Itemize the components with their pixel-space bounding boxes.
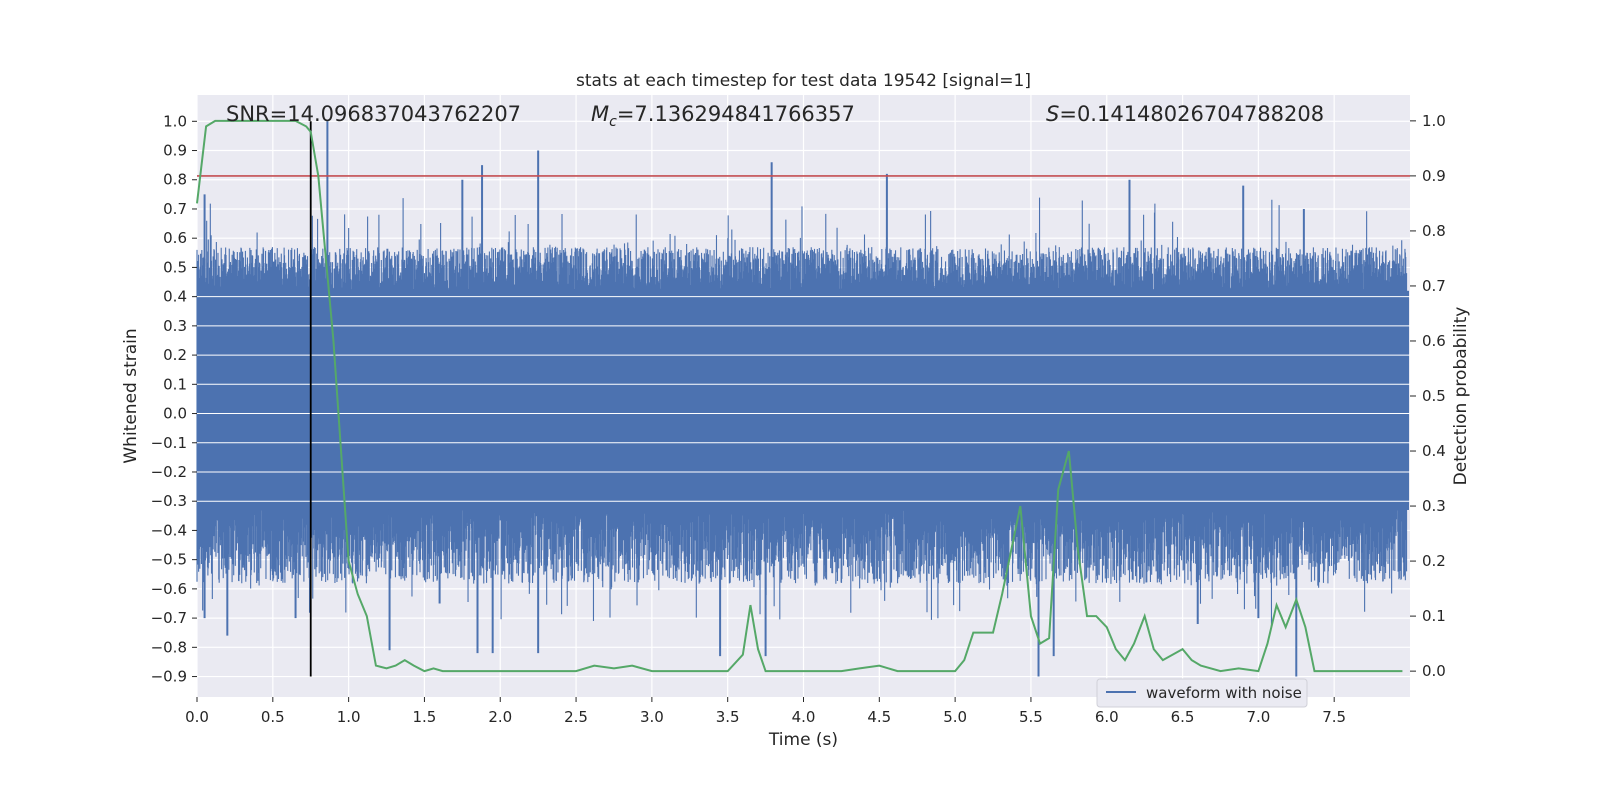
y-right-tick-label: 0.4 xyxy=(1422,442,1446,460)
y-right-tick-label: 0.8 xyxy=(1422,222,1446,240)
y-right-tick-label: 0.0 xyxy=(1422,662,1446,680)
y-left-tick-label: 0.9 xyxy=(163,142,187,160)
y-left-tick-label: 0.6 xyxy=(163,229,187,247)
x-tick-label: 7.5 xyxy=(1322,708,1346,726)
y-left-tick-label: 0.1 xyxy=(163,375,187,393)
x-tick-label: 3.5 xyxy=(716,708,740,726)
legend: waveform with noise xyxy=(1096,678,1308,708)
y-left-tick-label: 0.8 xyxy=(163,171,187,189)
x-tick-label: 0.5 xyxy=(261,708,285,726)
x-tick-label: 0.0 xyxy=(185,708,209,726)
waveform-series xyxy=(196,121,1410,677)
overlay-lines xyxy=(196,119,1410,677)
y-left-tick-label: −0.8 xyxy=(151,638,187,656)
y-left-tick-label: 1.0 xyxy=(163,112,187,130)
y-left-tick-label: −0.2 xyxy=(151,463,187,481)
y-right-tick-label: 0.5 xyxy=(1422,387,1446,405)
y-left-tick-label: −0.7 xyxy=(151,609,187,627)
y-left-tick-label: 0.5 xyxy=(163,258,187,276)
waveform-core xyxy=(197,290,1409,510)
y-left-tick-label: −0.4 xyxy=(151,521,187,539)
y-left-axis-label: Whitened strain xyxy=(121,328,141,463)
legend-box xyxy=(1096,678,1308,708)
axes: 0.0 0.5 1.0 1.5 2.0 2.5 3.0 3.5 4.0 4.5 5.0 5.5 6.0 6… xyxy=(151,112,1446,726)
annotation-3: S=0.14148026704788208 xyxy=(1046,102,1324,126)
y-left-tick-label: −0.1 xyxy=(151,434,187,452)
y-left-tick-label: 0.7 xyxy=(163,200,187,218)
x-tick-label: 2.0 xyxy=(488,708,512,726)
x-tick-label: 6.0 xyxy=(1095,708,1119,726)
probability-line xyxy=(196,119,1403,673)
y-right-tick-label: 0.6 xyxy=(1422,332,1446,350)
x-tick-label: 3.0 xyxy=(640,708,664,726)
chart-title: stats at each timestep for test data 195… xyxy=(576,71,1031,91)
y-left-tick-label: 0.2 xyxy=(163,346,187,364)
y-right-tick-label: 0.9 xyxy=(1422,167,1446,185)
x-tick-label: 5.5 xyxy=(1019,708,1043,726)
y-left-tick-label: −0.6 xyxy=(151,580,187,598)
y-left-tick-label: −0.5 xyxy=(151,551,187,569)
x-tick-label: 7.0 xyxy=(1246,708,1270,726)
x-axis-label: Time (s) xyxy=(768,730,838,750)
x-tick-label: 1.5 xyxy=(413,708,437,726)
y-right-axis-label: Detection probability xyxy=(1451,307,1471,486)
y-right-tick-label: 0.2 xyxy=(1422,552,1446,570)
y-left-tick-label: 0.3 xyxy=(163,317,187,335)
y-right-tick-label: 1.0 xyxy=(1422,112,1446,130)
y-left-tick-label: −0.9 xyxy=(151,668,187,686)
legend-entry: waveform with noise xyxy=(1146,684,1302,702)
y-left-tick-label: −0.3 xyxy=(151,492,187,510)
x-tick-label: 5.0 xyxy=(943,708,967,726)
y-right-tick-label: 0.7 xyxy=(1422,277,1446,295)
annotations: SNR=14.096837043762207 Mc=7.1362948417663… xyxy=(226,102,1324,130)
x-tick-label: 1.0 xyxy=(337,708,361,726)
x-tick-label: 4.0 xyxy=(792,708,816,726)
annotation-1: SNR=14.096837043762207 xyxy=(226,102,521,126)
y-left-tick-label: 0.4 xyxy=(163,288,187,306)
x-tick-label: 2.5 xyxy=(564,708,588,726)
annotation-2: Mc=7.136294841766357 xyxy=(591,102,855,130)
y-right-tick-label: 0.1 xyxy=(1422,607,1446,625)
y-left-tick-label: 0.0 xyxy=(163,405,187,423)
x-tick-label: 6.5 xyxy=(1171,708,1195,726)
y-right-tick-label: 0.3 xyxy=(1422,497,1446,515)
x-tick-label: 4.5 xyxy=(867,708,891,726)
